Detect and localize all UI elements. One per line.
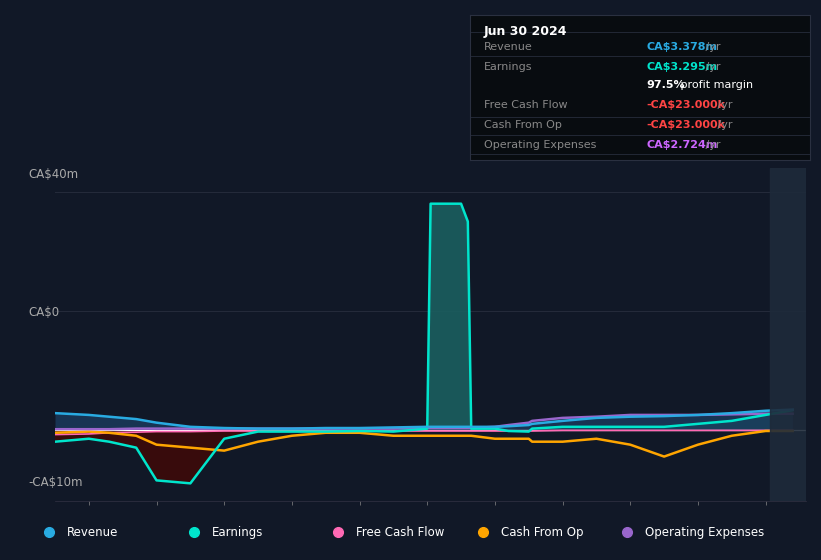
Text: Revenue: Revenue [484, 42, 532, 52]
Text: /yr: /yr [714, 100, 732, 110]
Text: Jun 30 2024: Jun 30 2024 [484, 25, 567, 38]
Text: Earnings: Earnings [484, 62, 532, 72]
Text: Revenue: Revenue [67, 526, 119, 539]
Text: Free Cash Flow: Free Cash Flow [484, 100, 567, 110]
Text: 97.5%: 97.5% [647, 80, 686, 90]
Text: -CA$23.000k: -CA$23.000k [647, 100, 726, 110]
Text: Cash From Op: Cash From Op [484, 120, 562, 130]
Text: profit margin: profit margin [677, 80, 754, 90]
Text: CA$3.378m: CA$3.378m [647, 42, 718, 52]
Text: -CA$10m: -CA$10m [28, 476, 82, 489]
Text: Earnings: Earnings [212, 526, 264, 539]
Text: /yr: /yr [702, 42, 720, 52]
Text: Free Cash Flow: Free Cash Flow [356, 526, 445, 539]
Text: /yr: /yr [702, 62, 720, 72]
Text: CA$0: CA$0 [28, 306, 59, 319]
Text: Cash From Op: Cash From Op [501, 526, 583, 539]
Text: CA$2.724m: CA$2.724m [647, 141, 718, 151]
Bar [770, 168, 806, 501]
Text: CA$40m: CA$40m [28, 168, 78, 181]
Text: /yr: /yr [702, 141, 720, 151]
Text: /yr: /yr [714, 120, 732, 130]
Text: Operating Expenses: Operating Expenses [484, 141, 596, 151]
Text: -CA$23.000k: -CA$23.000k [647, 120, 726, 130]
Text: CA$3.295m: CA$3.295m [647, 62, 718, 72]
Text: Operating Expenses: Operating Expenses [645, 526, 764, 539]
